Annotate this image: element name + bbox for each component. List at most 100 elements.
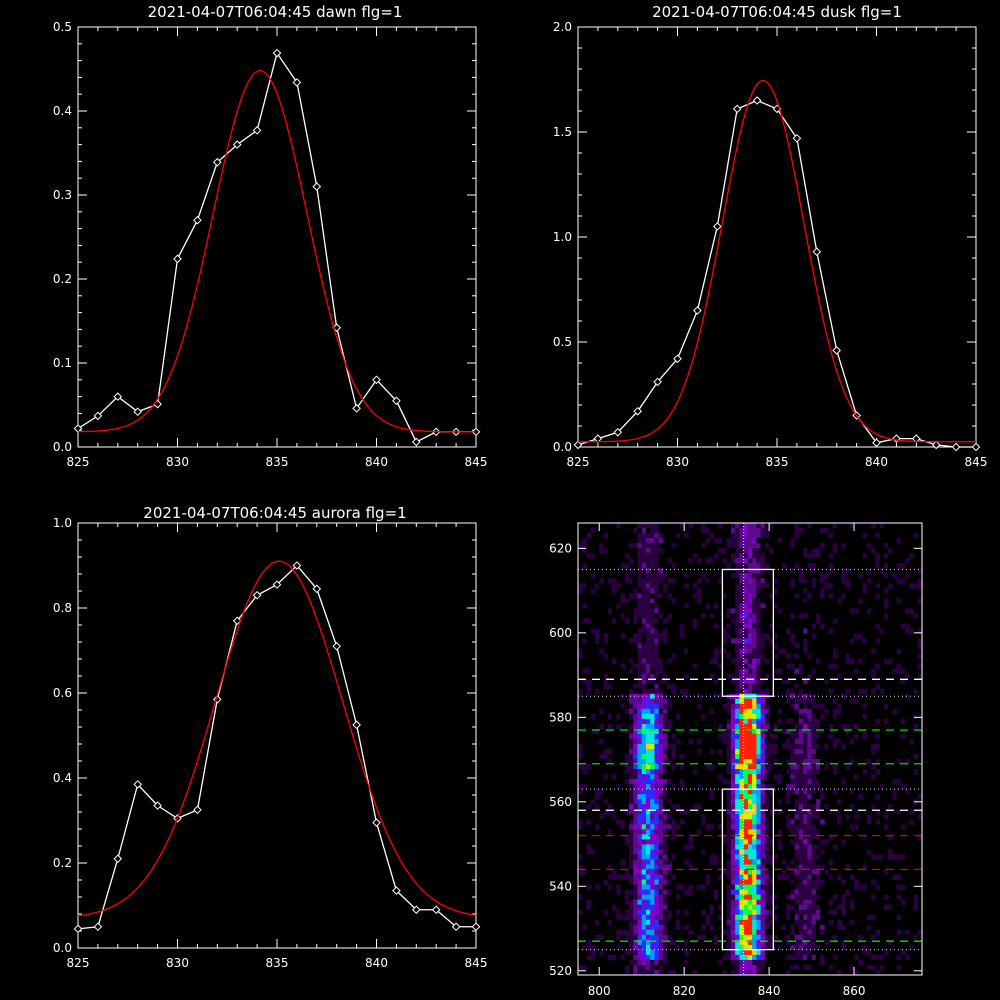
heatmap-cell bbox=[692, 583, 698, 589]
heatmap-cell bbox=[794, 809, 800, 815]
heatmap-cell bbox=[582, 743, 587, 750]
heatmap-cell bbox=[620, 613, 626, 619]
heatmap-cell bbox=[760, 543, 766, 549]
heatmap-cell bbox=[913, 653, 919, 659]
heatmap-cell bbox=[726, 809, 732, 815]
heatmap-cell bbox=[594, 533, 600, 539]
data-point-diamond bbox=[133, 780, 143, 789]
heatmap-cell bbox=[790, 784, 795, 790]
heatmap-cell bbox=[739, 638, 745, 644]
heatmap-cell bbox=[582, 809, 587, 815]
heatmap-cell bbox=[739, 713, 745, 720]
heatmap-cell bbox=[637, 628, 643, 634]
heatmap-cell bbox=[735, 563, 740, 569]
heatmap-cell bbox=[739, 528, 745, 534]
heatmap-cell bbox=[790, 598, 795, 604]
heatmap-cell bbox=[909, 618, 914, 624]
heatmap-cell bbox=[722, 809, 728, 815]
heatmap-cell bbox=[747, 794, 753, 800]
heatmap-cell bbox=[798, 809, 804, 815]
heatmap-cell bbox=[688, 889, 694, 896]
heatmap-cell bbox=[845, 623, 851, 629]
heatmap-cell bbox=[883, 523, 889, 529]
data-point-diamond bbox=[673, 354, 682, 364]
heatmap-cell bbox=[871, 749, 876, 755]
heatmap-cell bbox=[696, 678, 702, 685]
heatmap-cell bbox=[654, 643, 660, 649]
heatmap-cell bbox=[841, 658, 846, 665]
heatmap-cell bbox=[654, 593, 660, 599]
heatmap-cell bbox=[620, 919, 626, 926]
data-point-diamond bbox=[113, 854, 123, 864]
heatmap-cell bbox=[832, 909, 838, 916]
heatmap-cell bbox=[684, 869, 689, 875]
heatmap-cell bbox=[654, 533, 660, 539]
heatmap-cell bbox=[628, 919, 634, 926]
plot-area bbox=[73, 48, 481, 447]
heatmap-cell bbox=[739, 708, 745, 715]
heatmap-cell bbox=[658, 914, 664, 921]
heatmap-cell bbox=[781, 683, 787, 690]
heatmap-cell bbox=[752, 678, 757, 685]
heatmap-cell bbox=[875, 769, 880, 775]
heatmap-cell bbox=[709, 904, 715, 911]
heatmap-cell bbox=[667, 718, 672, 725]
heatmap-cell bbox=[607, 703, 613, 710]
heatmap-cell bbox=[849, 618, 855, 624]
heatmap-cell bbox=[854, 608, 859, 614]
heatmap-cell bbox=[794, 774, 800, 780]
heatmap-cell bbox=[883, 894, 889, 901]
heatmap-cell bbox=[858, 708, 863, 715]
heatmap-cell bbox=[654, 874, 660, 880]
heatmap-cell bbox=[628, 819, 634, 825]
heatmap-cell bbox=[837, 613, 842, 619]
heatmap-cell bbox=[658, 774, 664, 780]
heatmap-cell bbox=[760, 603, 766, 609]
heatmap-cell bbox=[858, 844, 863, 850]
heatmap-cell bbox=[811, 959, 817, 966]
heatmap-cell bbox=[722, 733, 728, 740]
heatmap-cell bbox=[845, 738, 851, 745]
heatmap-cell bbox=[917, 909, 923, 916]
heatmap-cell bbox=[654, 904, 660, 911]
heatmap-cell bbox=[662, 909, 668, 916]
heatmap-cell bbox=[654, 608, 660, 614]
observed-spectrum-line bbox=[577, 99, 976, 448]
heatmap-cell bbox=[739, 784, 745, 790]
heatmap-cell bbox=[900, 944, 906, 951]
heatmap-cell bbox=[620, 859, 626, 865]
heatmap-cell bbox=[603, 683, 609, 690]
heatmap-cell bbox=[752, 784, 757, 790]
heatmap-cell bbox=[879, 568, 885, 574]
heatmap-cell bbox=[675, 944, 681, 951]
heatmap-cell bbox=[777, 799, 783, 805]
heatmap-cell bbox=[730, 914, 736, 921]
heatmap-cell bbox=[671, 849, 677, 855]
heatmap-cell bbox=[773, 894, 779, 901]
heatmap-cell bbox=[773, 789, 779, 795]
heatmap-cell bbox=[620, 703, 626, 710]
heatmap-cell bbox=[637, 799, 643, 805]
heatmap-cell bbox=[722, 789, 728, 795]
heatmap-cell bbox=[650, 814, 655, 820]
heatmap-cell bbox=[730, 814, 736, 820]
heatmap-cell bbox=[794, 924, 800, 931]
heatmap-cell bbox=[684, 618, 689, 624]
heatmap-cell bbox=[815, 934, 821, 941]
heatmap-cell bbox=[803, 598, 808, 604]
heatmap-cell bbox=[743, 618, 749, 624]
heatmap-cell bbox=[578, 693, 583, 700]
heatmap-cell bbox=[730, 844, 736, 850]
heatmap-cell bbox=[790, 789, 795, 795]
heatmap-cell bbox=[849, 789, 855, 795]
heatmap-cell bbox=[735, 859, 740, 865]
heatmap-cell bbox=[739, 663, 745, 670]
heatmap-cell bbox=[658, 698, 664, 705]
heatmap-cell bbox=[620, 528, 626, 534]
heatmap-cell bbox=[658, 919, 664, 926]
heatmap-cell bbox=[743, 643, 749, 649]
heatmap-cell bbox=[769, 738, 774, 745]
heatmap-cell bbox=[645, 824, 651, 830]
heatmap-cell bbox=[658, 934, 664, 941]
data-point-diamond bbox=[971, 442, 981, 452]
